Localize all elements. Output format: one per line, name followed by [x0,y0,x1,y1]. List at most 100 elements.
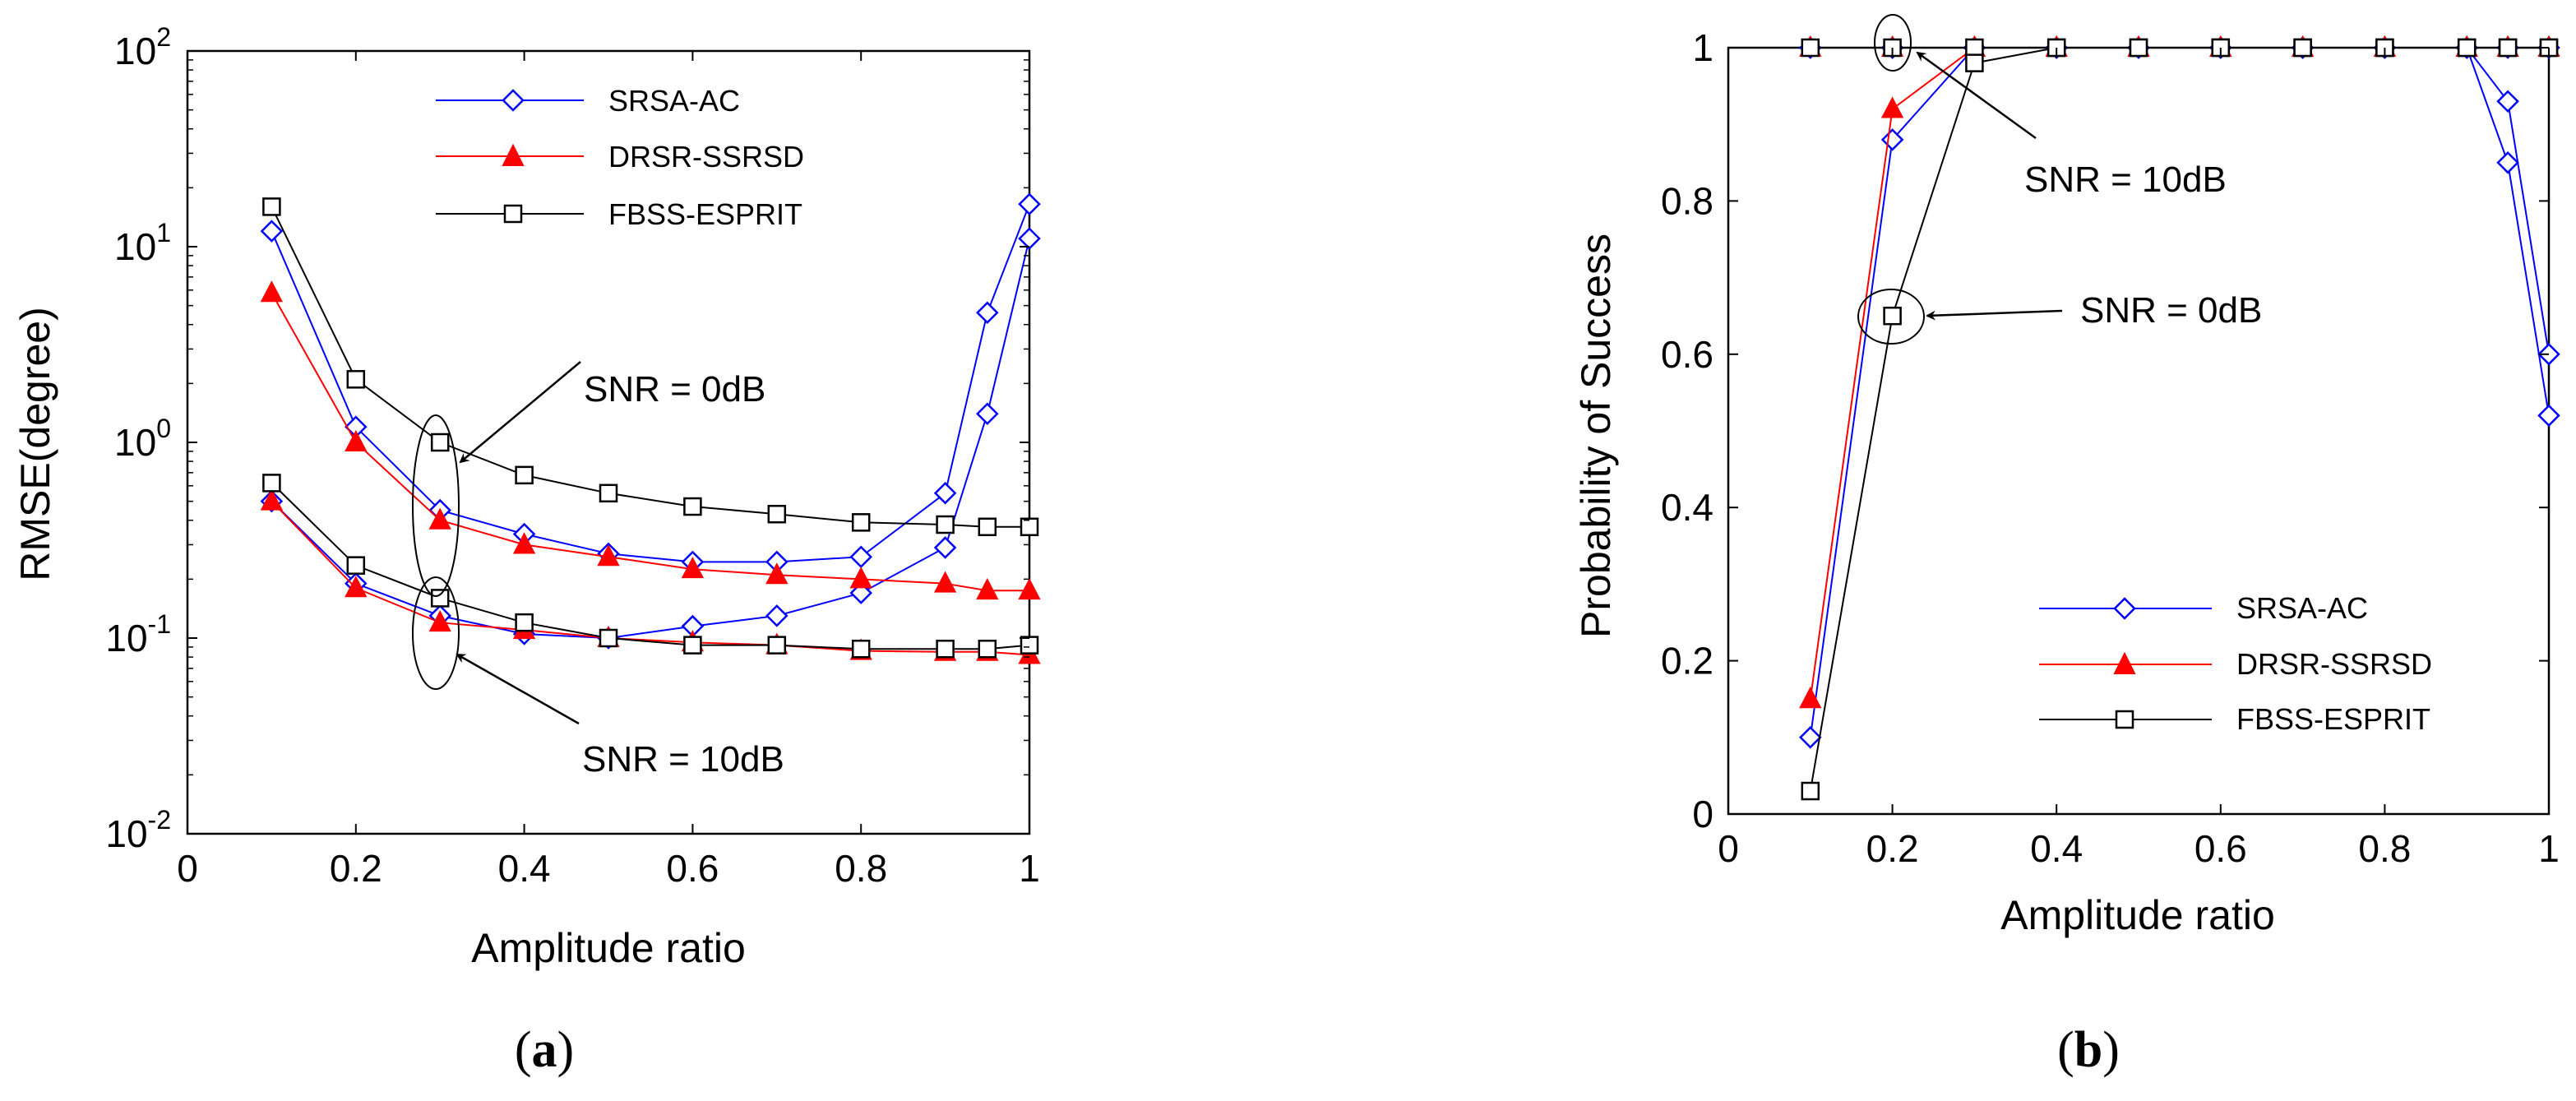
chart-a-legend: SRSA-AC DRSR-SSRSD FBSS-ESPRIT [436,84,804,231]
chart-b-series-srsa-ac-0db-1-point-10 [2537,404,2560,428]
chart-a-xtick-label: 0.4 [498,847,551,890]
legend-b-marker-drsr-ssrsd [2113,651,2136,674]
chart-a-series-srsa-ac-10db-1-point-6 [765,604,789,627]
chart-a-arrow-10db [456,653,580,725]
chart-a-ellipse-0db [412,414,460,597]
chart-a-series-drsr-ssrsd-10db-3-point-2 [428,609,451,632]
chart-a-ellipse-10db [412,576,460,690]
chart-a: 0 0.2 0.4 0.6 0.8 1 10-2 10-1 100 101 102 Amplitu… [12,22,1041,1078]
chart-a-series-drsr-ssrsd-0db-2-point-5 [681,557,705,579]
chart-b-series-drsr-ssrsd-0db-4-point-0 [1799,687,1822,709]
panel-a-label: (a) [515,1022,574,1078]
chart-a-series-drsr-ssrsd-10db-3-point-0 [260,488,284,511]
chart-a-series-fbss-esprit-10db-5-point-5 [683,636,702,655]
chart-b-series-layer [1799,35,2560,801]
chart-a-series-layer [260,192,1041,664]
chart-a-series-drsr-ssrsd-0db-2-point-3 [512,532,536,554]
chart-a-series-fbss-esprit-0db-4-point-3 [515,465,534,485]
chart-b-xtick-label: 0.6 [2194,827,2247,870]
chart-b-xtick-label: 0.4 [2030,827,2083,870]
chart-b-series-fbss-esprit-0db-6-point-6 [2293,38,2312,58]
chart-a-series-fbss-esprit-0db-4-point-5 [683,497,702,516]
chart-a-series-fbss-esprit-0db-4-point-10 [1020,517,1039,537]
chart-a-series-fbss-esprit-10db-5-point-9 [978,639,997,659]
chart-b-arrow-10db [1916,51,2037,140]
chart-a-series-fbss-esprit-0db-4-point-4 [599,483,618,503]
chart-a-xtick-label: 0.2 [330,847,382,890]
chart-a-series-srsa-ac-10db-1-point-9 [976,402,999,425]
chart-a-series-srsa-ac-0db-0-point-8 [933,482,957,505]
chart-a-series-drsr-ssrsd-0db-2-line [271,292,1029,592]
chart-a-ytick-label: 102 [114,22,171,72]
legend-a-marker-fbss-esprit [503,204,523,224]
chart-b-xtick-label: 0.8 [2358,827,2411,870]
legend-a-marker-drsr-ssrsd [502,143,525,166]
chart-b-series-fbss-esprit-0db-6-point-9 [2498,38,2518,58]
chart-a-xlabel: Amplitude ratio [471,925,746,971]
legend-a-label-drsr-ssrsd: DRSR-SSRSD [608,140,804,173]
chart-a-series-srsa-ac-10db-1-point-8 [933,536,957,559]
chart-a-ytick-label: 10-2 [105,805,171,855]
chart-a-series-drsr-ssrsd-0db-2-point-0 [260,280,284,303]
chart-a-series-fbss-esprit-0db-4-point-1 [346,370,366,389]
chart-a-series-fbss-esprit-10db-5-point-3 [515,613,534,632]
chart-b-ytick-label: 0.8 [1661,179,1713,222]
chart-a-series-srsa-ac-10db-1-point-10 [1018,227,1041,250]
chart-a-annotation-0db: SNR = 0dB [584,369,765,409]
chart-b-series-fbss-esprit-10db-5-point-0 [1801,38,1820,58]
chart-a-series-fbss-esprit-10db-5-point-7 [851,639,871,659]
chart-a-series-fbss-esprit-0db-4-point-9 [978,517,997,537]
chart-a-series-fbss-esprit-0db-4-point-8 [936,515,955,534]
chart-a-series-fbss-esprit-10db-5-point-8 [936,639,955,659]
chart-a-ylabel: RMSE(degree) [12,307,58,581]
chart-a-series-drsr-ssrsd-0db-2-point-1 [345,429,368,451]
chart-a-xtick-label: 0.8 [835,847,887,890]
chart-b-xtick-label: 1 [2538,827,2560,870]
chart-a-series-fbss-esprit-10db-5-point-6 [767,636,787,655]
chart-a-series-drsr-ssrsd-0db-2-point-6 [765,562,789,585]
chart-a-series-srsa-ac-0db-0-point-9 [976,301,999,325]
legend-a-marker-srsa-ac [502,89,525,112]
chart-b-annotation-10db: SNR = 10dB [2024,160,2227,200]
chart-b-ytick-label: 1 [1692,26,1713,69]
chart-a-x-ticks: 0 0.2 0.4 0.6 0.8 1 [177,51,1040,890]
chart-a-annotation-10db: SNR = 10dB [582,739,784,779]
chart-a-series-fbss-esprit-0db-4-point-2 [430,433,450,452]
chart-b-series-fbss-esprit-10db-5-point-2 [1965,38,1984,58]
chart-b-ytick-label: 0.4 [1661,486,1713,529]
chart-b-x-ticks: 0 0.2 0.4 0.6 0.8 1 [1718,48,2560,870]
chart-a-series-fbss-esprit-10db-5-point-1 [346,556,366,575]
legend-b-label-fbss-esprit: FBSS-ESPRIT [2236,702,2430,736]
chart-a-series-drsr-ssrsd-0db-2-point-2 [428,507,451,530]
chart-a-series-fbss-esprit-0db-4-point-7 [851,513,871,532]
chart-b-series-srsa-ac-0db-1-line [1809,47,2550,738]
panel-a-close: ) [557,1022,575,1078]
chart-b-ytick-label: 0.2 [1661,640,1713,682]
chart-a-series-srsa-ac-0db-0-point-0 [260,220,284,243]
chart-b-ellipse-0db [1857,289,1925,345]
chart-a-ytick-label: 101 [114,218,171,268]
panel-a-letter: a [532,1022,557,1078]
chart-a-series-fbss-esprit-0db-4-point-6 [767,504,787,524]
chart-a-series-fbss-esprit-10db-5-point-2 [430,589,450,608]
legend-a-label-srsa-ac: SRSA-AC [608,84,740,118]
chart-b-series-srsa-ac-0db-2-point-9 [2496,90,2519,113]
chart-a-series-srsa-ac-0db-0-point-7 [849,545,872,569]
chart-b-series-fbss-esprit-0db-6-point-4 [2129,38,2148,58]
chart-a-series-fbss-esprit-10db-5-point-0 [262,474,281,493]
panel-a-open: ( [515,1022,532,1078]
chart-a-series-drsr-ssrsd-0db-2-point-10 [1018,577,1041,600]
chart-a-series-fbss-esprit-10db-5-line [271,482,1030,650]
chart-a-ytick-label: 100 [114,414,171,464]
chart-b-ytick-label: 0.6 [1661,333,1713,376]
chart-a-series-drsr-ssrsd-0db-2-point-8 [933,571,957,593]
chart-b-series-fbss-esprit-0db-6-point-8 [2457,38,2477,58]
chart-b-ytick-label: 0 [1692,793,1713,835]
chart-a-series-fbss-esprit-10db-5-point-4 [599,628,618,648]
chart-b-series-drsr-ssrsd-0db-4-line [1809,47,2549,700]
legend-b-label-srsa-ac: SRSA-AC [2236,591,2368,625]
chart-a-series-fbss-esprit-0db-4-point-0 [262,197,281,216]
chart-b-series-fbss-esprit-0db-6-point-1 [1883,306,1902,326]
chart-a-series-fbss-esprit-0db-4-line [271,206,1029,528]
